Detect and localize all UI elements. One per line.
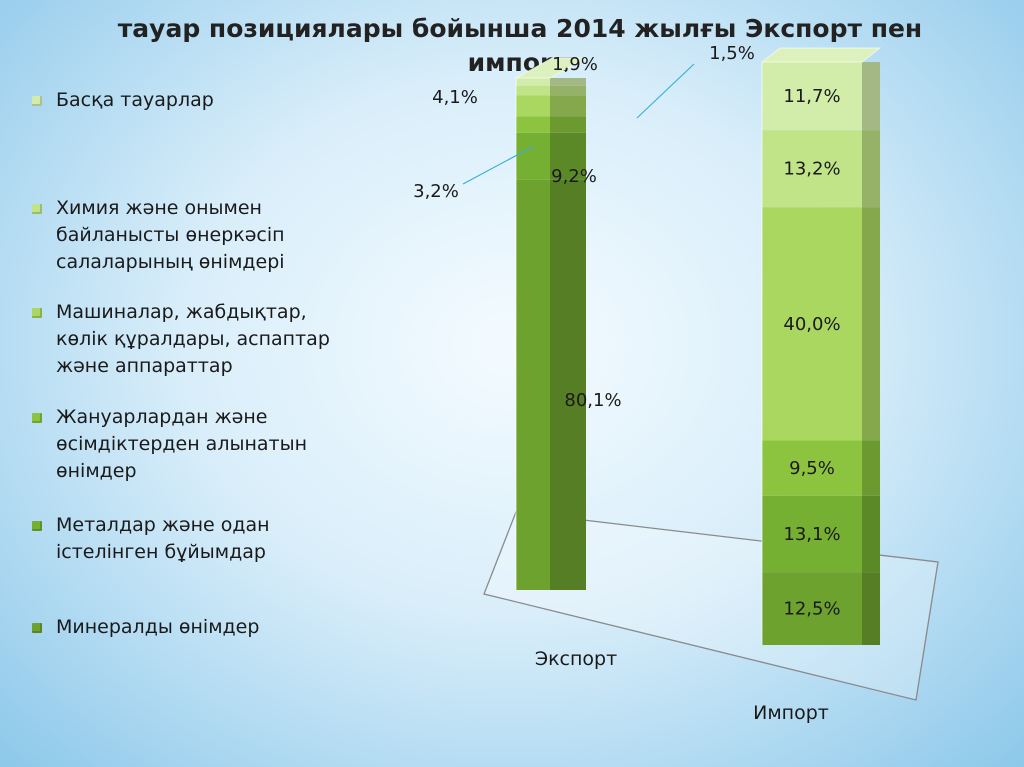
data-label-machinery: 40,0% [783, 314, 840, 335]
legend-marker [32, 96, 42, 106]
bar-export: 80,1% 9,2% 3,2% 4,1% 1,9% 1,5% [413, 43, 755, 590]
bar-segment-agri [516, 116, 550, 133]
leader-line [636, 63, 695, 119]
data-label-chemistry: 13,2% [783, 159, 840, 180]
bar-segment-metals [516, 132, 550, 180]
bar-segment-mineral [762, 572, 862, 645]
legend-marker [32, 413, 42, 423]
bar-segment-side-metals [550, 132, 586, 180]
bar-segment-mineral [516, 179, 550, 590]
legend-label: Машиналар, жабдықтар, көлік құралдары, а… [56, 301, 330, 377]
legend-item-other: Басқа тауарлар [30, 87, 360, 114]
bar-segment-other [762, 62, 862, 131]
leader-line [462, 145, 535, 185]
legend-marker [32, 308, 42, 318]
data-label-chemistry: 1,9% [552, 54, 598, 75]
bar-segment-chemistry [762, 130, 862, 208]
data-label-mineral: 12,5% [783, 599, 840, 620]
bar-segment-machinery [762, 207, 862, 441]
legend-item-agri: Жануарлардан және өсімдіктерден алынатын… [30, 404, 360, 485]
bar-segment-metals [762, 495, 862, 573]
legend-item-mineral: Минералды өнімдер [30, 614, 360, 641]
bar-segment-side-chemistry [862, 130, 880, 208]
bar-segment-side-agri [550, 116, 586, 133]
bar-segment-side-machinery [550, 95, 586, 117]
legend-item-metals: Металдар және одан істелінген бұйымдар [30, 512, 360, 566]
bar-segment-chemistry [516, 85, 550, 96]
bar-segment-agri [762, 440, 862, 496]
data-label-agri: 9,5% [789, 458, 835, 479]
legend-label: Минералды өнімдер [56, 616, 260, 638]
data-label-other: 1,5% [709, 43, 755, 64]
data-label-metals: 13,1% [783, 524, 840, 545]
bar-import: 12,5% 13,1% 9,5% 40,0% 13,2% 11,7% [760, 47, 882, 645]
data-label-machinery: 4,1% [432, 87, 478, 108]
bar-segment-side-agri [862, 440, 880, 496]
legend-marker [32, 521, 42, 531]
legend-label: Химия және онымен байланысты өнеркәсіп с… [56, 197, 285, 273]
legend-item-machinery: Машиналар, жабдықтар, көлік құралдары, а… [30, 299, 360, 380]
legend-label: Басқа тауарлар [56, 89, 214, 111]
legend-marker [32, 204, 42, 214]
bar-segment-side-mineral [862, 572, 880, 645]
bar-segment-machinery [516, 95, 550, 117]
bar-top-cap [514, 57, 588, 79]
bar-segment-side-chemistry [550, 85, 586, 96]
category-label: Импорт [753, 702, 829, 724]
bar-segment-side-other [550, 78, 586, 86]
legend-label: Жануарлардан және өсімдіктерден алынатын… [56, 406, 308, 482]
bar-top-cap [760, 47, 882, 63]
bar-segment-side-other [862, 62, 880, 131]
bar-segment-side-mineral [550, 179, 586, 590]
legend-label: Металдар және одан істелінген бұйымдар [56, 514, 270, 563]
data-label-mineral: 80,1% [564, 390, 621, 411]
data-label-other: 11,7% [783, 86, 840, 107]
data-label-agri: 3,2% [413, 181, 459, 202]
bar-segment-side-machinery [862, 207, 880, 441]
category-label: Экспорт [535, 648, 617, 670]
legend-marker [32, 623, 42, 633]
bar-segment-other [516, 78, 550, 86]
bar-segment-side-metals [862, 495, 880, 573]
data-label-metals: 9,2% [551, 166, 597, 187]
legend-item-chemistry: Химия және онымен байланысты өнеркәсіп с… [30, 195, 360, 276]
